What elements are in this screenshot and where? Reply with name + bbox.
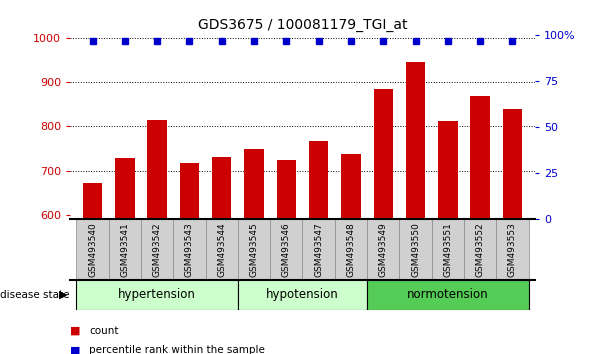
Text: GSM493543: GSM493543: [185, 222, 194, 277]
Bar: [244, 149, 264, 219]
Text: GSM493549: GSM493549: [379, 222, 388, 277]
FancyBboxPatch shape: [367, 280, 528, 310]
Bar: [277, 160, 296, 219]
Bar: [503, 109, 522, 219]
Bar: [309, 141, 328, 219]
Bar: [83, 183, 102, 219]
FancyBboxPatch shape: [432, 219, 464, 280]
Bar: [406, 62, 425, 219]
FancyBboxPatch shape: [303, 219, 335, 280]
FancyBboxPatch shape: [141, 219, 173, 280]
FancyBboxPatch shape: [109, 219, 141, 280]
Text: GSM493551: GSM493551: [443, 222, 452, 278]
Title: GDS3675 / 100081179_TGI_at: GDS3675 / 100081179_TGI_at: [198, 18, 407, 32]
FancyBboxPatch shape: [270, 219, 303, 280]
Bar: [115, 158, 134, 219]
Text: hypotension: hypotension: [266, 288, 339, 301]
Bar: [373, 88, 393, 219]
Bar: [438, 121, 457, 219]
FancyBboxPatch shape: [173, 219, 206, 280]
Bar: [341, 154, 361, 219]
Text: GSM493542: GSM493542: [153, 222, 162, 277]
Text: GSM493553: GSM493553: [508, 222, 517, 278]
Text: hypertension: hypertension: [118, 288, 196, 301]
Bar: [471, 96, 490, 219]
Text: GSM493540: GSM493540: [88, 222, 97, 277]
Text: GSM493547: GSM493547: [314, 222, 323, 277]
Text: disease state: disease state: [0, 290, 69, 300]
Bar: [212, 158, 232, 219]
Text: percentile rank within the sample: percentile rank within the sample: [89, 346, 265, 354]
Bar: [180, 163, 199, 219]
Text: normotension: normotension: [407, 288, 489, 301]
Text: GSM493552: GSM493552: [475, 222, 485, 277]
Bar: [147, 120, 167, 219]
Text: ■: ■: [70, 346, 80, 354]
Text: GSM493550: GSM493550: [411, 222, 420, 278]
FancyBboxPatch shape: [206, 219, 238, 280]
Text: GSM493541: GSM493541: [120, 222, 130, 277]
Text: GSM493544: GSM493544: [217, 222, 226, 277]
Text: ■: ■: [70, 326, 80, 336]
Text: GSM493548: GSM493548: [347, 222, 356, 277]
Text: count: count: [89, 326, 119, 336]
FancyBboxPatch shape: [367, 219, 399, 280]
FancyBboxPatch shape: [335, 219, 367, 280]
Text: GSM493546: GSM493546: [282, 222, 291, 277]
FancyBboxPatch shape: [496, 219, 528, 280]
Text: ▶: ▶: [59, 290, 67, 300]
FancyBboxPatch shape: [77, 280, 238, 310]
Text: GSM493545: GSM493545: [249, 222, 258, 277]
FancyBboxPatch shape: [464, 219, 496, 280]
FancyBboxPatch shape: [238, 219, 270, 280]
FancyBboxPatch shape: [399, 219, 432, 280]
FancyBboxPatch shape: [238, 280, 367, 310]
FancyBboxPatch shape: [77, 219, 109, 280]
